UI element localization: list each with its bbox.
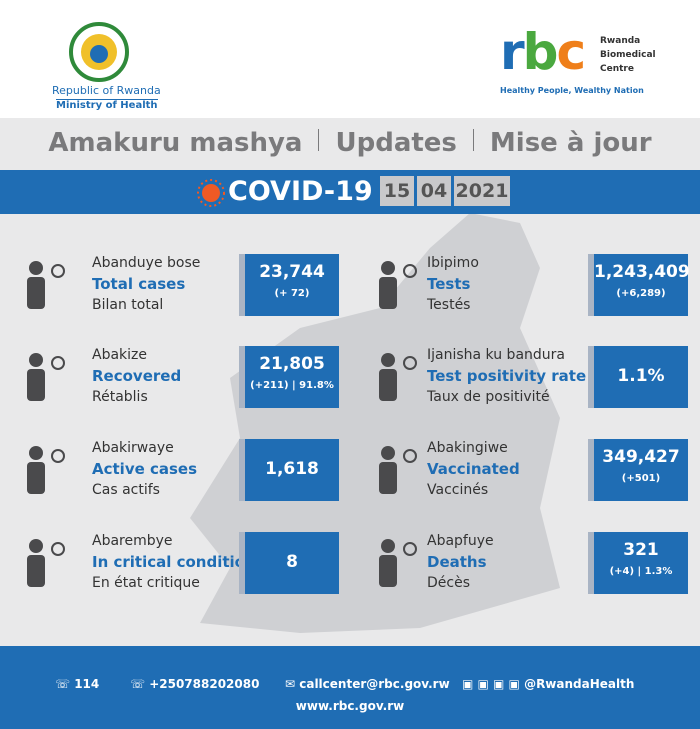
rbc-tagline: Healthy People, Wealthy Nation [500,86,644,95]
icon-shape [379,446,417,494]
value: 21,805 [259,354,325,374]
value: 8 [286,552,298,572]
separator [318,129,320,151]
value-box: 1,618 [245,439,339,501]
phone-text: +250788202080 [149,677,260,691]
rbc-name-line: Rwanda [600,36,641,46]
icon [18,537,68,589]
icon-shape [379,353,417,401]
date-day: 15 [380,176,414,206]
rbc-letter: c [556,23,586,81]
virus-icon [197,179,225,207]
title: Amakuru mashya Updates Mise à jour [0,128,700,158]
value: 321 [623,540,659,560]
value-detail: (+4) | 1.3% [609,566,673,577]
icon [370,259,420,311]
label-french: En état critique [92,575,200,591]
banner [0,170,700,214]
ministry-line1: Republic of Rwanda [52,84,161,97]
rbc-name-line: Centre [600,64,634,74]
value-box: 23,744 (+ 72) [245,254,339,316]
label-kinyarwanda: Abakirwaye [92,440,174,456]
map-silhouette [190,213,560,633]
label-kinyarwanda: Abapfuye [427,533,494,549]
icon [370,351,420,403]
date-month: 04 [417,176,451,206]
label-kinyarwanda: Ibipimo [427,255,479,271]
label-kinyarwanda: Ijanisha ku bandura [427,347,565,363]
rbc-name: Rwanda Biomedical Centre [600,34,656,76]
value-detail: (+ 72) [274,288,310,299]
map-background [190,213,560,633]
label-english: Deaths [427,553,487,571]
social: ▣ ▣ ▣ ▣ @RwandaHealth [462,677,635,691]
label-english: Total cases [92,275,186,293]
label-english: Recovered [92,367,182,385]
rbc-name-line: Biomedical [600,50,656,60]
value-box: 8 [245,532,339,594]
footer [0,646,700,729]
label-english: Test positivity rate [427,367,587,385]
icon [18,351,68,403]
icon [370,444,420,496]
label-kinyarwanda: Abakingiwe [427,440,508,456]
label-kinyarwanda: Abakize [92,347,148,363]
rbc-logo: rbc [500,23,586,81]
date-year: 2021 [454,176,510,206]
icon [18,259,68,311]
value: 1.1% [617,366,665,386]
label-french: Bilan total [92,297,164,313]
title-part: Updates [335,128,457,158]
value-box: 1,243,409 (+6,289) [594,254,690,316]
icon-shape [27,353,65,401]
label-french: Testés [427,297,471,313]
website: www.rbc.gov.rw [295,699,405,713]
value-box: 321 (+4) | 1.3% [594,532,688,594]
title-part: Mise à jour [489,128,652,158]
label-english: Active cases [92,460,198,478]
value: 23,744 [259,262,325,282]
icon-shape [27,446,65,494]
banner-label: COVID-19 [228,176,373,207]
email: ✉ callcenter@rbc.gov.rw [285,677,450,691]
label-english: In critical condition [92,553,256,571]
icon [18,444,68,496]
value: 349,427 [602,447,680,467]
label-french: Taux de positivité [427,389,550,405]
phone: ☏ +250788202080 [130,677,260,691]
label-french: Rétablis [92,389,148,405]
label-english: Tests [427,275,471,293]
value-detail: (+6,289) [616,288,666,299]
value-box: 1.1% [594,346,688,408]
title-part: Amakuru mashya [48,128,303,158]
icon [370,537,420,589]
label-kinyarwanda: Abanduye bose [92,255,201,271]
social-text: @RwandaHealth [524,677,635,691]
email-text: callcenter@rbc.gov.rw [299,677,450,691]
rbc-letter: r [500,23,525,81]
hotline-text: 114 [74,677,100,691]
value-box: 21,805 (+211) | 91.8% [245,346,339,408]
label-french: Cas actifs [92,482,160,498]
ministry-line2: Ministry of Health [56,99,158,111]
label-french: Vaccinés [427,482,489,498]
separator [472,129,474,151]
label-english: Vaccinated [427,460,520,478]
icon-shape [379,261,417,309]
value-detail: (+211) | 91.8% [250,380,334,391]
label-french: Décès [427,575,470,591]
header [0,0,700,118]
icon-shape [27,261,65,309]
value: 1,243,409 [594,262,690,282]
rbc-letter: b [522,23,559,81]
emblem [69,22,129,82]
value-detail: (+501) [621,473,661,484]
value-box: 349,427 (+501) [594,439,688,501]
icon-shape [27,539,65,587]
hotline: ☏ 114 [55,677,100,691]
value: 1,618 [265,459,319,479]
icon-shape [379,539,417,587]
label-kinyarwanda: Abarembye [92,533,173,549]
